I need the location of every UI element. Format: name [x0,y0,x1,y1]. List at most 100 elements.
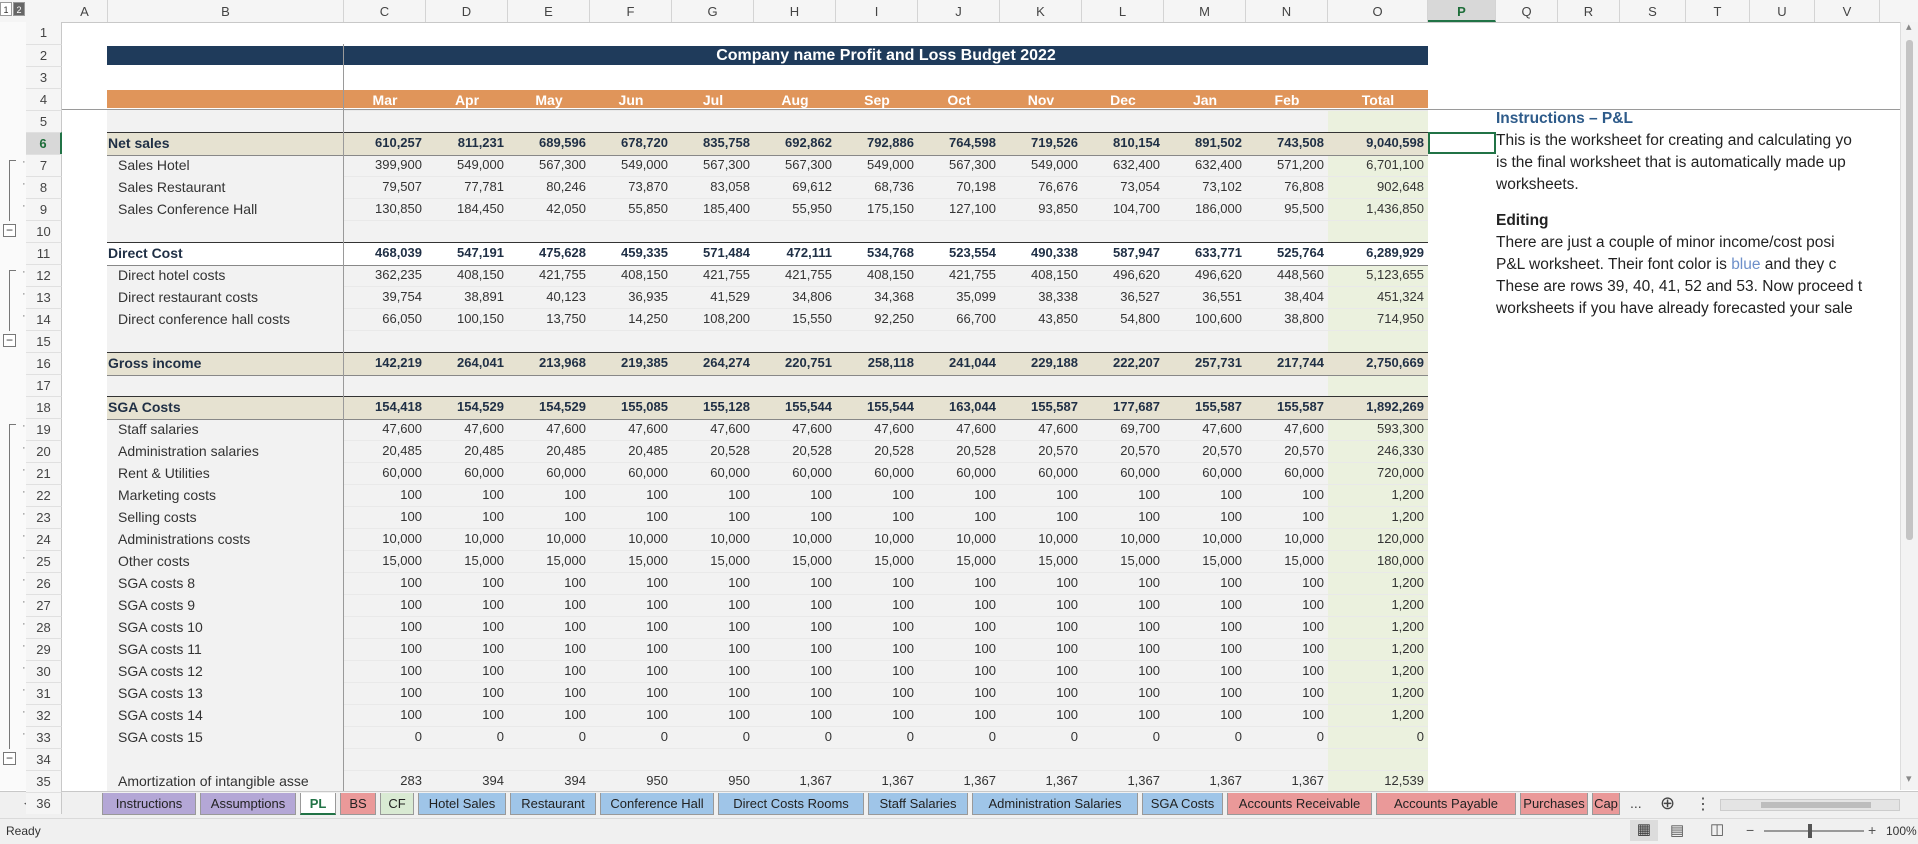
sheet-tab-bs[interactable]: BS [340,793,376,815]
value-cell[interactable]: 100 [1220,597,1242,612]
value-cell[interactable]: 60,000 [628,465,668,480]
column-header-p[interactable]: P [1428,0,1496,22]
value-cell[interactable]: 6,701,100 [1366,157,1424,172]
value-cell[interactable]: 0 [1416,729,1424,744]
value-cell[interactable]: 549,000 [1031,157,1078,172]
value-cell[interactable]: 20,570 [1284,443,1324,458]
value-cell[interactable]: 241,044 [949,355,996,370]
value-cell[interactable]: 1,200 [1391,575,1424,590]
sheet-tab-cap[interactable]: Cap [1592,793,1620,815]
value-cell[interactable]: 448,560 [1277,267,1324,282]
value-cell[interactable]: 34,368 [874,289,914,304]
sheet-tab-hotel-sales[interactable]: Hotel Sales [418,793,506,815]
value-cell[interactable]: 66,050 [382,311,422,326]
value-cell[interactable]: 20,485 [628,443,668,458]
value-cell[interactable]: 100 [892,707,914,722]
value-cell[interactable]: 20,485 [546,443,586,458]
value-cell[interactable]: 60,000 [1038,465,1078,480]
value-cell[interactable]: 549,000 [621,157,668,172]
value-cell[interactable]: 47,600 [792,421,832,436]
value-cell[interactable]: 100 [892,685,914,700]
value-cell[interactable]: 902,648 [1377,179,1424,194]
value-cell[interactable]: 0 [988,729,996,744]
value-cell[interactable]: 100 [564,707,586,722]
value-cell[interactable]: 100 [482,575,504,590]
value-cell[interactable]: 100 [892,597,914,612]
value-cell[interactable]: 632,400 [1113,157,1160,172]
outline-collapse-button[interactable]: − [3,334,16,347]
sheet-options-icon[interactable]: ⋮ [1695,796,1711,813]
value-cell[interactable]: 421,755 [703,267,750,282]
value-cell[interactable]: 100 [564,641,586,656]
value-cell[interactable]: 10,000 [1202,531,1242,546]
value-cell[interactable]: 100 [482,487,504,502]
value-cell[interactable]: 100 [1220,619,1242,634]
value-cell[interactable]: 1,367 [1291,773,1324,788]
column-header-d[interactable]: D [426,0,508,22]
value-cell[interactable]: 15,550 [792,311,832,326]
value-cell[interactable]: 180,000 [1377,553,1424,568]
row-header-20[interactable]: 20 [26,440,62,462]
value-cell[interactable]: 1,367 [1209,773,1242,788]
value-cell[interactable]: 100 [1138,619,1160,634]
value-cell[interactable]: 14,250 [628,311,668,326]
value-cell[interactable]: 100 [1220,487,1242,502]
value-cell[interactable]: 10,000 [1120,531,1160,546]
value-cell[interactable]: 15,000 [1038,553,1078,568]
value-cell[interactable]: 15,000 [628,553,668,568]
value-cell[interactable]: 1,200 [1391,597,1424,612]
value-cell[interactable]: 43,850 [1038,311,1078,326]
value-cell[interactable]: 10,000 [1038,531,1078,546]
value-cell[interactable]: 835,758 [703,135,750,150]
value-cell[interactable]: 100 [810,575,832,590]
value-cell[interactable]: 1,367 [881,773,914,788]
value-cell[interactable]: 549,000 [457,157,504,172]
value-cell[interactable]: 15,000 [710,553,750,568]
value-cell[interactable]: 1,367 [1127,773,1160,788]
value-cell[interactable]: 15,000 [792,553,832,568]
value-cell[interactable]: 93,850 [1038,201,1078,216]
value-cell[interactable]: 69,612 [792,179,832,194]
value-cell[interactable]: 0 [1316,729,1324,744]
value-cell[interactable]: 80,246 [546,179,586,194]
sheet-tab-administration-salaries[interactable]: Administration Salaries [972,793,1138,815]
column-header-r[interactable]: R [1558,0,1620,22]
value-cell[interactable]: 130,850 [375,201,422,216]
value-cell[interactable]: 258,118 [867,355,914,370]
value-cell[interactable]: 47,600 [1038,421,1078,436]
value-cell[interactable]: 632,400 [1195,157,1242,172]
sheet-tab-cf[interactable]: CF [380,793,414,815]
value-cell[interactable]: 100 [1302,641,1324,656]
value-cell[interactable]: 47,600 [546,421,586,436]
value-cell[interactable]: 0 [824,729,832,744]
column-header-v[interactable]: V [1815,0,1880,22]
value-cell[interactable]: 9,040,598 [1366,135,1424,150]
value-cell[interactable]: 154,529 [539,399,586,414]
value-cell[interactable]: 100 [646,663,668,678]
value-cell[interactable]: 73,870 [628,179,668,194]
sheet-tab-pl[interactable]: PL [300,793,336,815]
value-cell[interactable]: 100 [1056,663,1078,678]
value-cell[interactable]: 15,000 [874,553,914,568]
value-cell[interactable]: 100 [564,597,586,612]
value-cell[interactable]: 20,528 [792,443,832,458]
value-cell[interactable]: 408,150 [867,267,914,282]
value-cell[interactable]: 571,484 [703,245,750,260]
row-header-36[interactable]: 36 [26,792,62,814]
value-cell[interactable]: 593,300 [1377,421,1424,436]
value-cell[interactable]: 100 [564,663,586,678]
value-cell[interactable]: 100 [974,487,996,502]
value-cell[interactable]: 100 [646,619,668,634]
value-cell[interactable]: 587,947 [1113,245,1160,260]
sheet-tab-accounts-receivable[interactable]: Accounts Receivable [1227,793,1372,815]
value-cell[interactable]: 92,250 [874,311,914,326]
value-cell[interactable]: 1,367 [963,773,996,788]
row-header-26[interactable]: 26 [26,572,62,594]
value-cell[interactable]: 100 [974,707,996,722]
value-cell[interactable]: 100 [400,707,422,722]
column-header-b[interactable]: B [108,0,344,22]
value-cell[interactable]: 100 [1220,575,1242,590]
sheet-tab-direct-costs-rooms[interactable]: Direct Costs Rooms [718,793,864,815]
value-cell[interactable]: 689,596 [539,135,586,150]
value-cell[interactable]: 5,123,655 [1366,267,1424,282]
